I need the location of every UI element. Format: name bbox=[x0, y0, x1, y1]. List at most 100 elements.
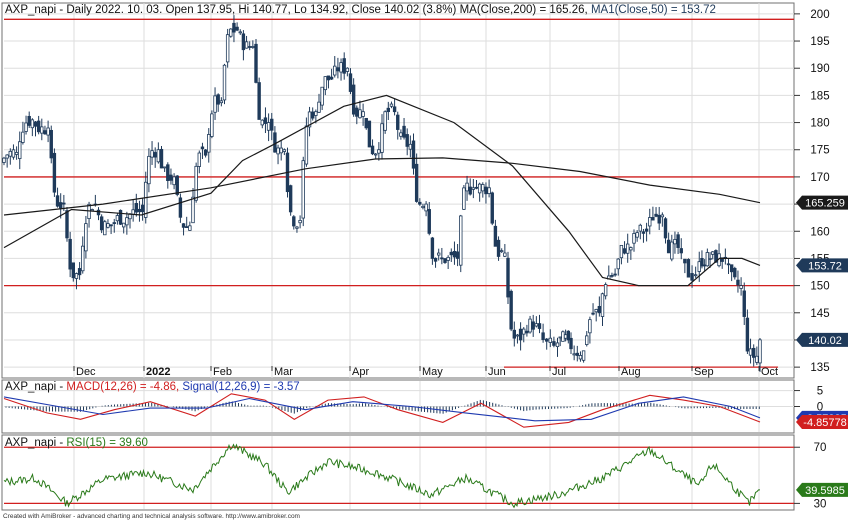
candle-body bbox=[181, 223, 186, 228]
price-y-tick-label: 150 bbox=[810, 281, 829, 293]
candle-body bbox=[626, 243, 630, 254]
candle-body bbox=[33, 121, 38, 127]
candle-body bbox=[616, 258, 620, 270]
candle-body bbox=[257, 82, 261, 120]
candle-body bbox=[367, 120, 372, 148]
macd-gridlines bbox=[4, 381, 794, 432]
candle-body bbox=[512, 329, 516, 339]
candle-body bbox=[169, 174, 173, 181]
candle-body bbox=[310, 111, 315, 119]
candle-body bbox=[522, 328, 526, 335]
candle-body bbox=[638, 224, 642, 232]
month-label: Dec bbox=[76, 366, 96, 378]
candle-body bbox=[36, 120, 41, 133]
candle-body bbox=[600, 293, 605, 317]
candle-body bbox=[506, 257, 510, 298]
rsi-panel: 70 30 39.5985 AXP_napi - RSI(15) = 39.60 bbox=[1, 434, 848, 511]
macd-last-value: -4.85778 bbox=[803, 417, 846, 429]
macd-y-axis: 50 bbox=[794, 386, 823, 414]
candle-body bbox=[408, 143, 413, 150]
candle-body bbox=[436, 252, 441, 256]
candle-body bbox=[109, 224, 113, 227]
candle-body bbox=[377, 149, 381, 154]
candle-body bbox=[112, 222, 116, 224]
candle-body bbox=[748, 348, 753, 356]
candle-body bbox=[673, 239, 677, 245]
candle-body bbox=[30, 119, 35, 129]
price-last-value-tag bbox=[796, 258, 848, 273]
candle-body bbox=[632, 233, 636, 244]
price-title: AXP_napi - Daily 2022. 10. 03. Open 137.… bbox=[5, 4, 716, 16]
candle-body bbox=[77, 268, 82, 276]
month-label: Mar bbox=[274, 366, 293, 378]
candle-body bbox=[118, 209, 123, 225]
candle-body bbox=[96, 209, 101, 216]
price-y-tick-label: 160 bbox=[810, 226, 829, 238]
candle-body bbox=[326, 75, 331, 81]
candle-body bbox=[481, 184, 485, 192]
candle-body bbox=[49, 129, 53, 159]
candle-body bbox=[449, 251, 453, 256]
price-last-value-tag bbox=[796, 195, 848, 210]
macd-y-tick-label: 5 bbox=[817, 386, 823, 398]
candle-body bbox=[651, 217, 655, 221]
candle-body bbox=[471, 187, 476, 190]
rsi-last-value-tag bbox=[796, 482, 848, 497]
price-y-tick-label: 135 bbox=[810, 362, 829, 374]
candle-body bbox=[474, 186, 479, 189]
candle-body bbox=[531, 321, 535, 330]
candle-body bbox=[405, 134, 409, 147]
candle-body bbox=[137, 208, 142, 213]
candle-body bbox=[128, 213, 132, 220]
candle-body bbox=[24, 122, 28, 132]
candle-body bbox=[43, 130, 47, 135]
candle-body bbox=[323, 76, 327, 91]
candle-body bbox=[307, 111, 312, 128]
candle-body bbox=[106, 223, 110, 228]
candle-body bbox=[188, 225, 192, 231]
candle-body bbox=[578, 355, 583, 360]
candle-body bbox=[541, 332, 545, 340]
month-label: Jun bbox=[488, 366, 506, 378]
candle-body bbox=[147, 155, 151, 185]
candle-body bbox=[433, 257, 438, 262]
candle-body bbox=[739, 285, 743, 289]
candle-body bbox=[411, 140, 416, 169]
candle-body bbox=[683, 258, 687, 264]
candle-body bbox=[569, 337, 573, 350]
candle-body bbox=[733, 267, 737, 278]
rsi-title: AXP_napi - RSI(15) = 39.60 bbox=[5, 437, 148, 449]
candle-body bbox=[654, 213, 658, 217]
price-last-value: 140.02 bbox=[808, 335, 842, 347]
month-label: Oct bbox=[761, 366, 778, 378]
candle-body bbox=[235, 26, 239, 31]
month-label: Apr bbox=[352, 366, 369, 378]
candle-body bbox=[545, 338, 549, 342]
candle-body bbox=[273, 132, 277, 153]
candle-body bbox=[755, 355, 759, 363]
candle-body bbox=[251, 46, 255, 48]
candle-body bbox=[597, 306, 602, 314]
candle-body bbox=[140, 204, 145, 213]
month-label: Aug bbox=[621, 366, 641, 378]
candle-body bbox=[342, 58, 346, 74]
candle-body bbox=[414, 163, 419, 202]
candle-body bbox=[670, 241, 674, 260]
candle-body bbox=[84, 223, 88, 252]
price-last-value-tag bbox=[796, 332, 848, 347]
candle-body bbox=[462, 187, 466, 210]
candle-body bbox=[585, 335, 589, 345]
candle-body bbox=[591, 312, 595, 315]
candle-body bbox=[150, 150, 154, 158]
month-axis: Dec 2022 Feb Mar Apr May Jun Jul Aug Sep Oct bbox=[73, 366, 778, 378]
candle-body bbox=[555, 342, 560, 348]
price-y-tick-label: 200 bbox=[810, 9, 829, 21]
candle-body bbox=[358, 109, 362, 119]
ma50-line bbox=[3, 94, 761, 287]
candle-body bbox=[726, 263, 731, 266]
candle-body bbox=[298, 219, 302, 224]
candle-body bbox=[333, 65, 337, 76]
candle-body bbox=[581, 350, 586, 361]
candle-body bbox=[329, 76, 334, 80]
